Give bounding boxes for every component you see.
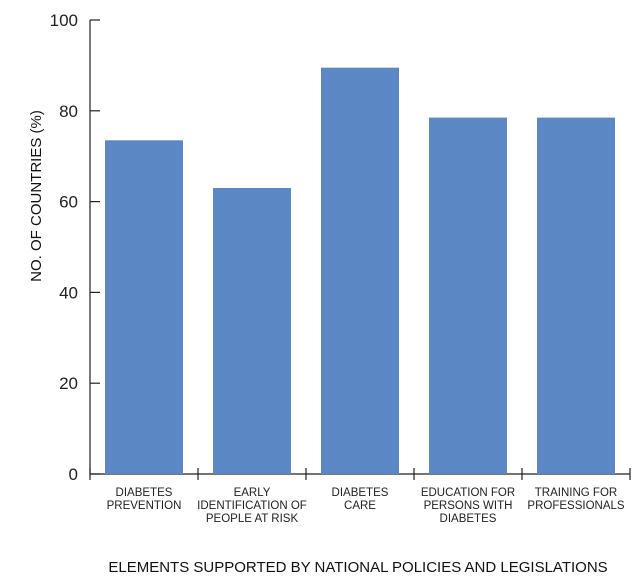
y-tick-label: 20 bbox=[59, 374, 78, 393]
bar bbox=[213, 187, 291, 475]
y-axis: 0 20 40 60 80 100 bbox=[50, 11, 100, 484]
bar bbox=[321, 67, 399, 475]
x-category-label: DIABETES bbox=[116, 487, 173, 499]
y-tick-label: 100 bbox=[50, 11, 78, 30]
x-category-label: PROFESSIONALS bbox=[527, 500, 624, 512]
x-category-label: DIABETES bbox=[440, 513, 497, 525]
x-category-label: PEOPLE AT RISK bbox=[206, 513, 299, 525]
bar bbox=[105, 140, 183, 474]
x-category-label: EDUCATION FOR bbox=[421, 487, 515, 499]
x-category-label: TRAINING FOR bbox=[535, 487, 617, 499]
x-category-label: PERSONS WITH bbox=[424, 500, 513, 512]
y-tick-label: 0 bbox=[69, 465, 78, 484]
x-axis-title: ELEMENTS SUPPORTED BY NATIONAL POLICIES … bbox=[108, 559, 607, 576]
bar bbox=[537, 117, 615, 475]
x-category-label: EARLY bbox=[234, 487, 271, 499]
y-axis-title: NO. OF COUNTRIES (%) bbox=[28, 110, 45, 282]
x-category-label: IDENTIFICATION OF bbox=[197, 500, 307, 512]
bars bbox=[105, 67, 615, 475]
x-category-label: PREVENTION bbox=[107, 500, 182, 512]
x-category-label: CARE bbox=[344, 500, 376, 512]
y-tick-label: 60 bbox=[59, 193, 78, 212]
x-category-label: DIABETES bbox=[332, 487, 389, 499]
y-tick-label: 80 bbox=[59, 102, 78, 121]
y-tick-label: 40 bbox=[59, 283, 78, 302]
bar bbox=[429, 117, 507, 475]
